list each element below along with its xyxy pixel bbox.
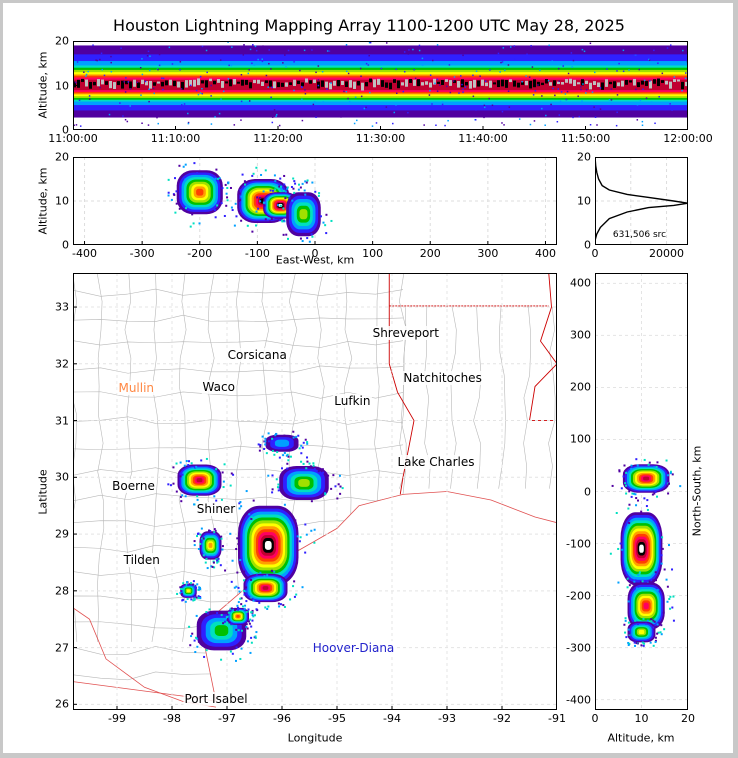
city-label-5: Lufkin <box>333 393 372 408</box>
city-label-3: Mullin <box>117 380 156 395</box>
ns-storm-cell-1 <box>609 493 674 603</box>
p1-ytick-label: 10 <box>55 79 69 92</box>
p4-ytick-label: 26 <box>55 697 69 711</box>
ew-storm-cell-3 <box>277 179 333 243</box>
p4-ytick-label: 28 <box>55 584 69 598</box>
city-label-8: Shiner <box>195 501 237 516</box>
ns-storm-cell-2 <box>624 571 675 639</box>
p1-xtick-label: 11:20:00 <box>253 132 303 145</box>
ns-storm-cell-0 <box>611 458 682 502</box>
p1-ytick-label: 20 <box>55 34 69 48</box>
p4-ytick-label: 27 <box>55 641 69 655</box>
city-label-7: Boerne <box>111 478 156 493</box>
p1-xtick-label: 12:00:00 <box>663 132 713 145</box>
p5-xtick-label: 0 <box>591 712 599 725</box>
p4-xtick-label: -96 <box>273 712 291 725</box>
p2-ytick-label: 20 <box>55 150 69 164</box>
p4-xlabel: Longitude <box>287 731 343 745</box>
p4-ytick-label: 31 <box>55 414 69 428</box>
p2-xlabel: East-West, km <box>275 253 355 267</box>
city-label-10: Hoover-Diana <box>311 640 396 655</box>
city-label-9: Tilden <box>122 552 161 567</box>
city-label-1: Corsicana <box>226 348 288 363</box>
p2-xtick-label: -300 <box>129 247 155 260</box>
map-storm-cell-2 <box>233 569 296 612</box>
map-storm-cell-6 <box>176 580 202 603</box>
p1-xtick-label: 11:10:00 <box>150 132 201 145</box>
p4-ytick-label: 30 <box>55 470 69 484</box>
city-label-0: Shreveport <box>371 325 440 340</box>
p5-ytick-label: -100 <box>566 537 591 551</box>
p1-ytick-label: 0 <box>62 123 69 137</box>
map-storm-cell-1 <box>224 484 316 610</box>
p3-xtick-label: 20000 <box>649 247 685 260</box>
p2-xtick-label: -200 <box>187 247 213 260</box>
altitude-time-density <box>73 41 688 127</box>
source-count: 631,506 src <box>613 230 666 240</box>
p5-xtick-label: 10 <box>634 712 649 725</box>
p1-ylabel: Altitude, km <box>36 51 50 119</box>
p5-xtick-label: 20 <box>681 712 695 725</box>
tx-la-border <box>388 273 415 495</box>
map-storm-cell-7 <box>220 604 256 632</box>
altitude-histogram-panel: 631,506 src <box>595 157 688 245</box>
p3-ytick-label: 10 <box>577 194 591 208</box>
map-storm-cell-0 <box>167 457 235 506</box>
altitude-time-panel <box>73 41 688 130</box>
p3-ytick-label: 0 <box>584 238 591 252</box>
altitude-eastwest-panel <box>73 157 557 245</box>
p2-ylabel: Altitude, km <box>36 167 50 235</box>
p4-ylabel: Latitude <box>36 469 50 515</box>
p4-xtick-label: -97 <box>218 712 236 725</box>
p4-xtick-label: -93 <box>438 712 456 725</box>
p5-ytick-label: 400 <box>570 276 591 290</box>
p4-ytick-label: 29 <box>55 527 69 541</box>
p1-xtick-label: 11:50:00 <box>560 132 611 145</box>
city-label-4: Waco <box>201 379 236 394</box>
p2-xtick-label: 0 <box>311 247 319 260</box>
p4-xtick-label: -98 <box>163 712 181 725</box>
p4-ytick-label: 33 <box>55 300 69 314</box>
city-label-11: Port Isabel <box>183 691 249 706</box>
p5-xlabel: Altitude, km <box>607 731 675 745</box>
ew-storm-cell-0 <box>167 162 237 228</box>
p5-ytick-label: -400 <box>566 693 591 707</box>
map-storm-cell-3 <box>267 456 344 506</box>
city-label-2: Natchitoches <box>402 370 483 385</box>
page-title: Houston Lightning Mapping Array 1100-120… <box>113 16 625 35</box>
map-storm-cell-8 <box>257 430 309 459</box>
p4-xtick-label: -95 <box>328 712 346 725</box>
p2-xtick-label: -400 <box>72 247 97 260</box>
map-storm-cell-4 <box>193 527 224 570</box>
p2-xtick-label: 300 <box>477 247 499 260</box>
p5-ytick-label: 100 <box>570 432 591 446</box>
p4-xtick-label: -94 <box>383 712 401 725</box>
p2-xtick-label: 200 <box>419 247 441 260</box>
p5-ytick-label: 0 <box>584 485 591 498</box>
p5-ylabel: North-South, km <box>690 445 704 537</box>
p1-xtick-label: 11:00:00 <box>48 132 98 145</box>
altitude-histogram-line <box>595 157 688 241</box>
northsouth-altitude-panel <box>595 273 688 710</box>
p1-xtick-label: 11:40:00 <box>458 132 508 145</box>
p4-xtick-label: -91 <box>548 712 566 725</box>
p2-ytick-label: 0 <box>62 238 69 252</box>
p2-ytick-label: 10 <box>55 194 69 208</box>
p5-ytick-label: 300 <box>570 328 591 342</box>
p4-xtick-label: -92 <box>493 712 511 725</box>
p5-ytick-label: 200 <box>570 380 591 394</box>
p4-ytick-label: 32 <box>55 357 69 371</box>
city-label-6: Lake Charles <box>396 454 476 469</box>
p4-xtick-label: -99 <box>108 712 126 725</box>
p5-ytick-label: -300 <box>566 641 591 655</box>
p1-xtick-label: 11:30:00 <box>355 132 406 145</box>
p2-xtick-label: 100 <box>362 247 384 260</box>
p2-xtick-label: -100 <box>244 247 270 260</box>
p3-xtick-label: 0 <box>591 247 599 260</box>
p2-xtick-label: 400 <box>534 247 556 260</box>
ns-storm-cell-3 <box>623 617 663 647</box>
p5-ytick-label: -200 <box>566 589 591 603</box>
p3-ytick-label: 20 <box>577 150 591 164</box>
